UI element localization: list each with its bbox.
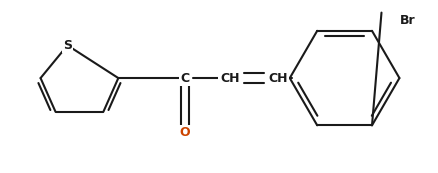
Text: O: O: [180, 126, 190, 139]
Text: Br: Br: [399, 14, 414, 27]
Text: CH: CH: [220, 72, 239, 85]
Text: CH: CH: [268, 72, 287, 85]
Text: S: S: [63, 39, 72, 52]
Text: C: C: [180, 72, 189, 85]
